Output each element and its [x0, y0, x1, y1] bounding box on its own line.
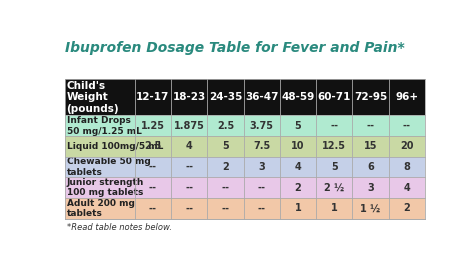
Text: 60-71: 60-71 [318, 92, 351, 102]
Text: --: -- [258, 203, 265, 213]
Text: 2.5: 2.5 [217, 121, 234, 131]
Text: *Read table notes below.: *Read table notes below. [66, 223, 172, 232]
Text: 3: 3 [367, 183, 374, 193]
Text: --: -- [185, 183, 193, 193]
Text: --: -- [149, 203, 157, 213]
Text: 2: 2 [403, 203, 410, 213]
Text: 4: 4 [403, 183, 410, 193]
Text: --: -- [185, 203, 193, 213]
Text: --: -- [149, 162, 157, 172]
Text: 1: 1 [331, 203, 337, 213]
Text: --: -- [149, 183, 157, 193]
FancyBboxPatch shape [65, 79, 425, 116]
Text: 5: 5 [331, 162, 337, 172]
FancyBboxPatch shape [65, 157, 425, 177]
Text: 5: 5 [222, 141, 229, 152]
Text: --: -- [330, 121, 338, 131]
Text: 6: 6 [367, 162, 374, 172]
Text: 4: 4 [186, 141, 192, 152]
Text: --: -- [258, 183, 265, 193]
FancyBboxPatch shape [65, 136, 425, 157]
Text: 1 ½: 1 ½ [360, 203, 381, 213]
Text: 7.5: 7.5 [253, 141, 270, 152]
Text: 4: 4 [294, 162, 301, 172]
Text: Junior strength
100 mg tablets: Junior strength 100 mg tablets [66, 178, 144, 197]
Text: 2 ½: 2 ½ [324, 183, 344, 193]
Text: --: -- [221, 203, 229, 213]
Text: 12-17: 12-17 [136, 92, 170, 102]
Text: 72-95: 72-95 [354, 92, 387, 102]
Text: 2: 2 [294, 183, 301, 193]
Text: 2.5: 2.5 [144, 141, 162, 152]
Text: 48-59: 48-59 [281, 92, 315, 102]
Text: 12.5: 12.5 [322, 141, 346, 152]
Text: Infant Drops
50 mg/1.25 mL: Infant Drops 50 mg/1.25 mL [66, 116, 141, 136]
Text: 10: 10 [291, 141, 305, 152]
Text: --: -- [221, 183, 229, 193]
Text: 96+: 96+ [395, 92, 418, 102]
Text: 1.875: 1.875 [173, 121, 205, 131]
Text: Ibuprofen Dosage Table for Fever and Pain*: Ibuprofen Dosage Table for Fever and Pai… [65, 41, 404, 55]
Text: 1.25: 1.25 [141, 121, 165, 131]
Text: 20: 20 [400, 141, 413, 152]
Text: 24-35: 24-35 [209, 92, 242, 102]
Text: 8: 8 [403, 162, 410, 172]
Text: 36-47: 36-47 [245, 92, 278, 102]
Text: 3: 3 [258, 162, 265, 172]
FancyBboxPatch shape [65, 198, 425, 219]
Text: --: -- [185, 162, 193, 172]
Text: Liquid 100mg/5 mL: Liquid 100mg/5 mL [66, 142, 163, 151]
Text: 15: 15 [364, 141, 377, 152]
Text: Child's
Weight
(pounds): Child's Weight (pounds) [66, 81, 119, 114]
Text: 18-23: 18-23 [173, 92, 206, 102]
FancyBboxPatch shape [65, 177, 425, 198]
Text: --: -- [402, 121, 410, 131]
Text: Chewable 50 mg
tablets: Chewable 50 mg tablets [66, 157, 150, 177]
Text: 2: 2 [222, 162, 229, 172]
Text: 5: 5 [294, 121, 301, 131]
Text: 3.75: 3.75 [250, 121, 273, 131]
Text: Adult 200 mg
tablets: Adult 200 mg tablets [66, 199, 135, 218]
FancyBboxPatch shape [65, 116, 425, 136]
Text: --: -- [366, 121, 374, 131]
Text: 1: 1 [294, 203, 301, 213]
